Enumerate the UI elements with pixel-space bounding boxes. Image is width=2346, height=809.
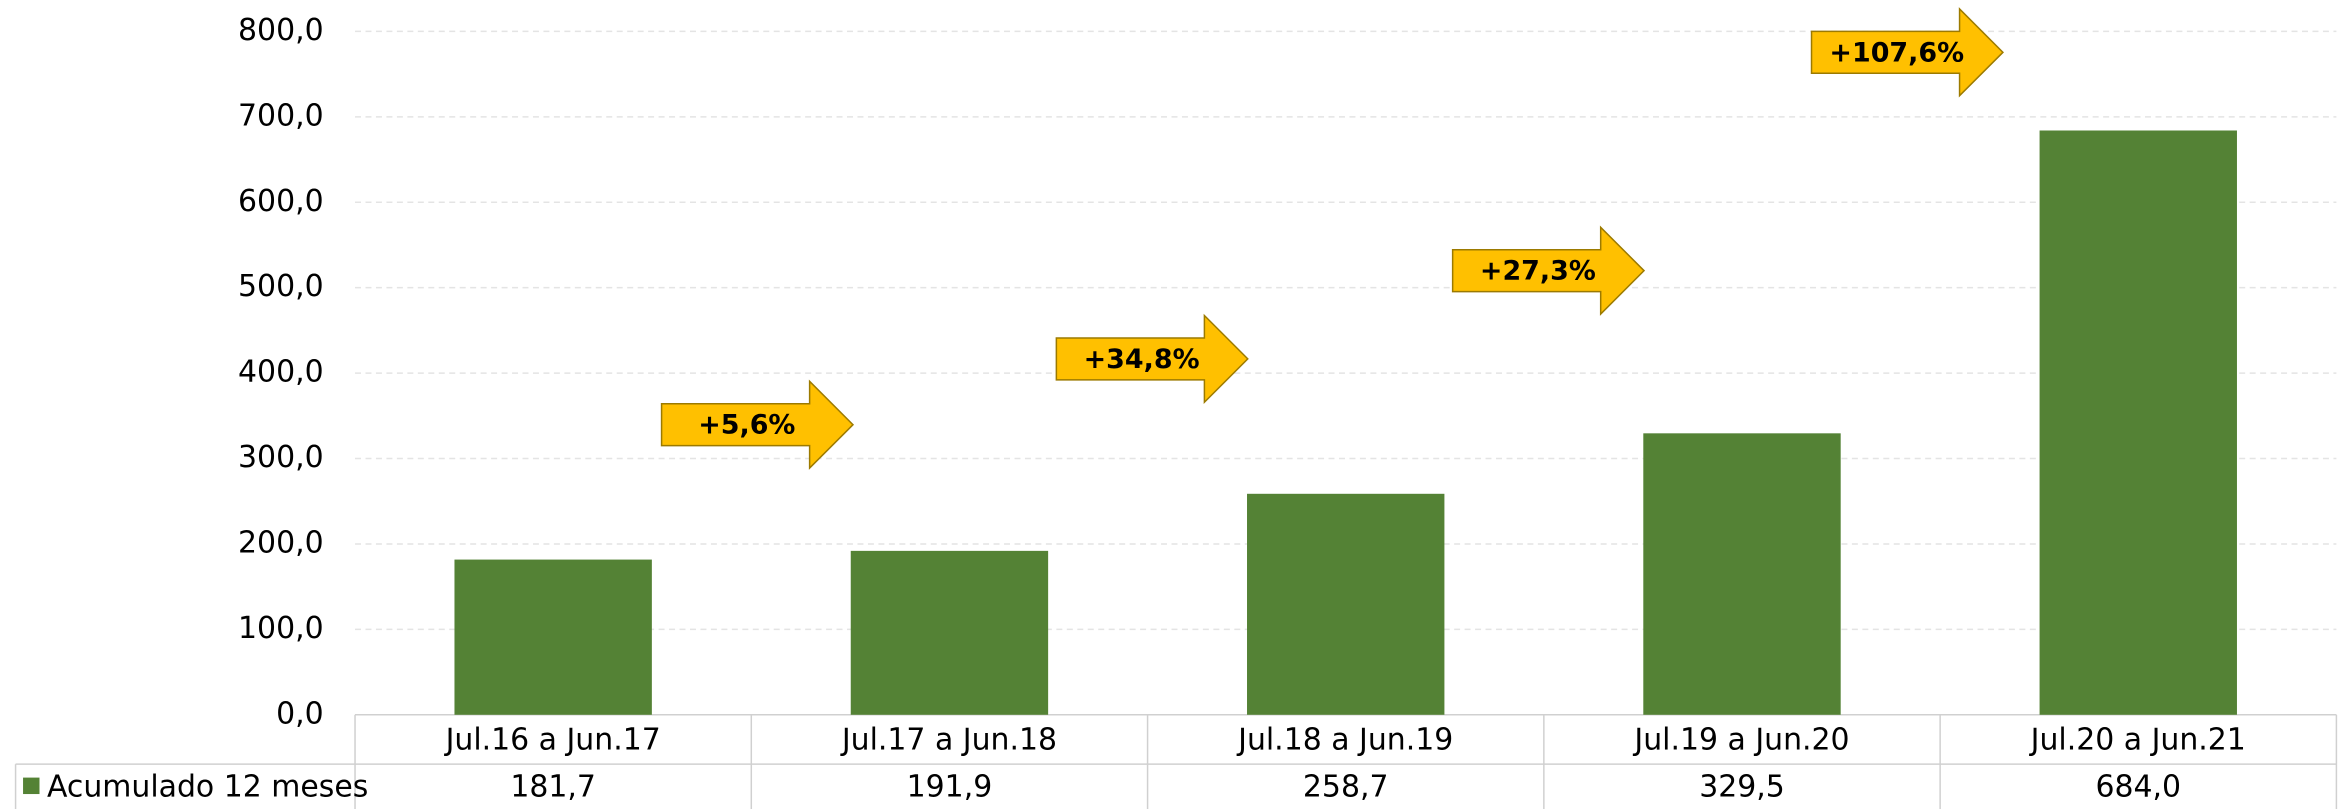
y-tick-label: 500,0 bbox=[238, 269, 324, 304]
annotation: +34,8% bbox=[1084, 344, 1200, 375]
annotation: +27,3% bbox=[1480, 256, 1596, 287]
y-tick-label: 600,0 bbox=[238, 184, 324, 219]
x-tick-label: Jul.17 a Jun.18 bbox=[840, 722, 1057, 757]
table-value: 329,5 bbox=[1699, 770, 1785, 805]
y-tick-label: 100,0 bbox=[238, 611, 324, 646]
annotation-arrow bbox=[1810, 7, 2004, 98]
y-tick-label: 700,0 bbox=[238, 98, 324, 133]
y-tick-label: 400,0 bbox=[238, 355, 324, 390]
table-value: 181,7 bbox=[510, 770, 596, 805]
y-tick-label: 800,0 bbox=[238, 13, 324, 48]
table-value: 258,7 bbox=[1303, 770, 1389, 805]
bar bbox=[1643, 433, 1841, 715]
y-tick-label: 0,0 bbox=[276, 696, 324, 731]
annotation-arrow bbox=[660, 379, 855, 470]
bar bbox=[2039, 130, 2237, 715]
legend-label: Acumulado 12 meses bbox=[47, 770, 368, 805]
y-tick-label: 300,0 bbox=[238, 440, 324, 475]
table-value: 191,9 bbox=[907, 770, 993, 805]
annotation-arrow bbox=[1451, 225, 1646, 316]
bar bbox=[850, 550, 1049, 715]
annotation-arrow bbox=[1055, 313, 1249, 405]
annotation: +107,6% bbox=[1829, 37, 1964, 68]
legend-swatch bbox=[23, 777, 40, 795]
x-tick-label: Jul.19 a Jun.20 bbox=[1632, 722, 1849, 757]
annotation: +5,6% bbox=[698, 410, 795, 441]
bar bbox=[454, 559, 652, 715]
x-tick-label: Jul.18 a Jun.19 bbox=[1236, 722, 1453, 757]
bar bbox=[1247, 493, 1445, 715]
table-value: 684,0 bbox=[2095, 770, 2181, 805]
x-tick-label: Jul.20 a Jun.21 bbox=[2029, 722, 2246, 757]
y-tick-label: 200,0 bbox=[238, 525, 324, 560]
x-tick-label: Jul.16 a Jun.17 bbox=[444, 722, 661, 757]
